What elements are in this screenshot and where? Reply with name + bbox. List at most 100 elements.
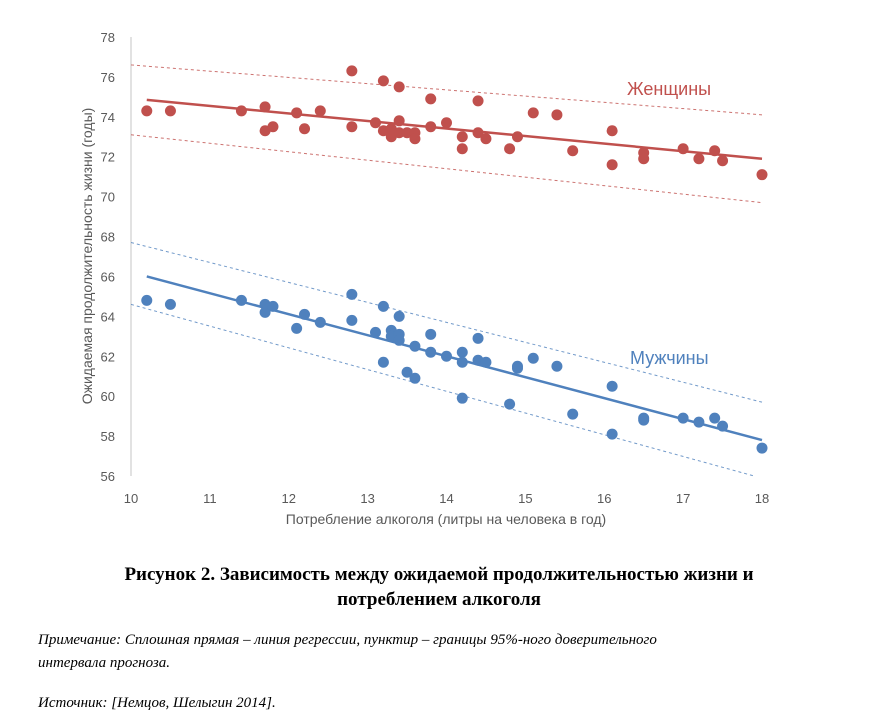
y-tick-label: 78 [101,30,115,45]
data-point [267,121,279,133]
x-tick-label: 12 [282,491,296,506]
data-point [314,105,326,117]
data-point [472,127,484,139]
y-tick-label: 74 [101,110,115,125]
data-point [606,125,618,137]
data-point [677,412,689,424]
data-point [756,442,768,454]
note-line-2: интервала прогноза. [38,655,171,671]
data-point [235,105,247,117]
data-point [756,169,768,181]
data-point [291,107,303,119]
data-point [401,366,413,378]
data-point [393,115,405,127]
ci-lower-line [130,303,755,477]
data-point [527,107,539,119]
data-point [527,352,539,364]
data-point [425,121,437,133]
series-women [130,64,768,204]
data-point [456,143,468,155]
y-tick-label: 76 [101,70,115,85]
data-point [370,117,382,129]
y-tick-label: 58 [101,429,115,444]
data-point [377,300,389,312]
data-point [141,294,153,306]
y-tick-label: 66 [101,269,115,284]
data-point [456,392,468,404]
data-point [425,328,437,340]
data-point [677,143,689,155]
data-point [377,356,389,368]
data-point [638,414,650,426]
data-point [164,105,176,117]
data-point [567,408,579,420]
data-point [409,133,421,145]
note-line-1: Примечание: Сплошная прямая – линия регр… [38,632,657,648]
data-point [164,298,176,310]
data-point [141,105,153,117]
data-point [709,145,721,157]
data-point [346,121,358,133]
data-point [709,412,721,424]
x-tick-label: 10 [124,491,138,506]
x-tick-label: 16 [597,491,611,506]
data-point [425,93,437,105]
data-point [606,428,618,440]
data-point [346,314,358,326]
y-tick-label: 72 [101,150,115,165]
ci-lower-line [130,134,763,204]
data-point [370,326,382,338]
x-tick-label: 14 [439,491,453,506]
data-point [456,356,468,368]
note: Примечание: Сплошная прямая – линия регр… [38,629,838,675]
data-point [393,334,405,346]
data-point [551,109,563,121]
data-point [393,127,405,139]
y-tick-label: 70 [101,190,115,205]
data-point [259,101,271,113]
data-point [717,420,729,432]
y-tick-label: 68 [101,230,115,245]
y-tick-label: 56 [101,469,115,484]
y-tick-label: 64 [101,309,115,324]
data-point [235,294,247,306]
data-point [504,398,516,410]
data-point [480,133,492,145]
data-point [638,153,650,165]
data-point [314,316,326,328]
data-point [346,65,358,77]
caption-line-1: Рисунок 2. Зависимость между ожидаемой п… [124,564,754,585]
data-point [441,117,452,129]
data-point [551,360,563,372]
x-tick-label: 11 [203,491,217,506]
data-point [511,131,523,143]
data-point [717,155,729,167]
figure-caption: Рисунок 2. Зависимость между ожидаемой п… [0,562,878,612]
data-point [409,372,421,384]
data-point [456,131,468,143]
data-point [472,332,484,344]
data-point [409,340,421,352]
regression-line [146,98,763,160]
x-tick-label: 18 [755,491,769,506]
x-axis-label: Потребление алкоголя (литры на человека … [286,511,606,527]
data-point [401,127,413,139]
y-axis-label: Ожидаемая продолжительность жизни (годы) [79,108,95,405]
data-point [693,153,705,165]
data-point [425,346,437,358]
source-note: Источник: [Немцов, Шелыгин 2014]. [38,695,276,711]
data-point [567,145,579,157]
series-label-women: Женщины [627,79,711,99]
data-point [606,380,618,392]
x-tick-label: 13 [360,491,374,506]
data-point [480,356,492,368]
data-point [291,322,303,334]
y-tick-label: 62 [101,349,115,364]
data-point [693,416,705,428]
series-men [130,242,768,477]
data-point [377,75,389,87]
regression-line [146,275,763,442]
x-tick-label: 17 [676,491,690,506]
ci-upper-line [130,242,763,403]
data-point [259,306,271,318]
